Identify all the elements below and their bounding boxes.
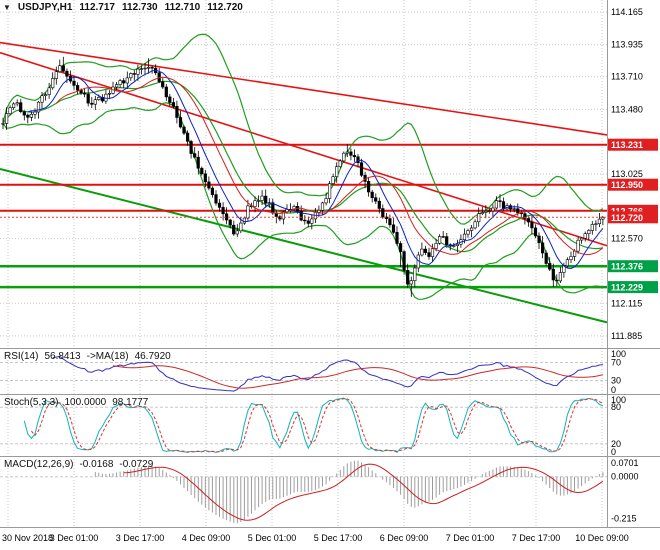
rsi-scale-label: 30 bbox=[611, 376, 621, 386]
rsi-line bbox=[52, 355, 603, 392]
time-axis-label: 6 Dec 09:00 bbox=[380, 533, 429, 543]
trend-lines-layer bbox=[0, 41, 608, 324]
time-axis-label: 7 Dec 01:00 bbox=[446, 533, 495, 543]
price-axis-label: 112.229 bbox=[611, 283, 643, 293]
stoch-scale-label: 0 bbox=[611, 447, 616, 457]
price-level-badge-green bbox=[608, 260, 658, 273]
macd-scale-label: 0.0000 bbox=[611, 472, 639, 482]
price-axis-label: 114.165 bbox=[611, 7, 643, 17]
rsi-ma-name: ->MA(18) bbox=[86, 351, 129, 362]
ohlc-close: 112.720 bbox=[207, 2, 243, 13]
price-axis-label: 113.935 bbox=[611, 40, 643, 50]
macd-signal: -0.0729 bbox=[119, 459, 154, 470]
panel-separators bbox=[0, 0, 660, 528]
red-trend-line bbox=[0, 41, 608, 136]
price-axis-label: 113.025 bbox=[611, 169, 643, 179]
price-axis-label: 111.885 bbox=[611, 331, 642, 341]
stoch-scale-label: 80 bbox=[611, 402, 621, 412]
symbol-period-label: USDJPY,H1 bbox=[17, 2, 73, 13]
rsi-scale-label: 0 bbox=[611, 385, 616, 395]
rsi-label: RSI(14) 56.8413 ->MA(18) 46.7920 bbox=[4, 351, 171, 362]
time-axis-label: 4 Dec 09:00 bbox=[182, 533, 231, 543]
macd-panel-layer bbox=[0, 460, 607, 524]
time-axis-label: 3 Dec 01:00 bbox=[50, 533, 99, 543]
stoch-name: Stoch(5,3,3) bbox=[4, 397, 59, 408]
rsi-ma-line bbox=[112, 365, 604, 389]
macd-signal-line bbox=[123, 463, 604, 521]
time-axis-label: 5 Dec 01:00 bbox=[248, 533, 297, 543]
rsi-name: RSI(14) bbox=[4, 351, 39, 362]
macd-label: MACD(12,26,9) -0.0168 -0.0729 bbox=[4, 459, 153, 470]
price-axis-label: 112.376 bbox=[611, 262, 643, 272]
green-trend-line bbox=[0, 168, 608, 324]
price-axis-label: 113.231 bbox=[611, 140, 643, 150]
stoch-k-line bbox=[23, 397, 604, 454]
macd-scale-label: -0.215 bbox=[611, 514, 637, 524]
symbol-dropdown-icon[interactable]: ▼ bbox=[3, 3, 11, 12]
price-axis-label: 112.950 bbox=[611, 180, 643, 190]
time-axis-label: 5 Dec 17:00 bbox=[314, 533, 363, 543]
support-resistance-layer bbox=[0, 143, 607, 289]
red-trend-line bbox=[0, 51, 608, 247]
stoch-scale-label: 20 bbox=[611, 439, 621, 449]
bollinger-bands-layer bbox=[2, 33, 604, 300]
price-axis-label: 113.480 bbox=[611, 104, 643, 114]
price-axis-label: 112.570 bbox=[611, 234, 643, 244]
stoch-panel-layer bbox=[0, 397, 607, 454]
ohlc-open: 112.717 bbox=[79, 2, 115, 13]
price-axis-label: 113.710 bbox=[611, 72, 643, 82]
macd-name: MACD(12,26,9) bbox=[4, 459, 74, 470]
price-axis[interactable]: 114.165 113.935 113.710 113.480 113.231 113.0… bbox=[608, 7, 658, 524]
price-axis-label: 112.115 bbox=[611, 298, 642, 308]
time-axis-label: 3 Dec 17:00 bbox=[116, 533, 165, 543]
ma-fast-line bbox=[27, 69, 604, 270]
rsi-scale-label: 100 bbox=[611, 349, 626, 359]
time-axis-label: 7 Dec 17:00 bbox=[512, 533, 561, 543]
ohlc-high: 112.730 bbox=[122, 2, 158, 13]
stoch-d-line bbox=[31, 398, 604, 453]
price-level-badge-green bbox=[608, 281, 658, 294]
chart-header: ▼ USDJPY,H1 112.717 112.730 112.710 112.… bbox=[3, 2, 243, 13]
rsi-panel-layer bbox=[0, 355, 607, 392]
macd-value: -0.0168 bbox=[79, 459, 114, 470]
stoch-scale-label: 100 bbox=[611, 395, 626, 405]
stoch-value: 100.0000 bbox=[64, 397, 107, 408]
price-axis-label: 112.720 bbox=[611, 213, 643, 223]
macd-scale-label: 0.0701 bbox=[611, 458, 639, 468]
time-axis-label: 10 Dec 09:00 bbox=[575, 533, 629, 543]
rsi-ma-value: 46.7920 bbox=[134, 351, 171, 362]
price-level-badge-red bbox=[608, 178, 658, 191]
stoch-label: Stoch(5,3,3) 100.0000 98.1777 bbox=[4, 397, 148, 408]
price-level-badge-red bbox=[608, 211, 658, 224]
price-level-badge-red bbox=[608, 138, 658, 151]
ohlc-low: 112.710 bbox=[164, 2, 201, 13]
time-axis-label: 30 Nov 2018 bbox=[2, 533, 53, 543]
rsi-value: 56.8413 bbox=[44, 351, 81, 362]
stoch-signal: 98.1777 bbox=[112, 397, 149, 408]
ma-slow-line bbox=[55, 76, 604, 256]
rsi-scale-label: 70 bbox=[611, 358, 621, 368]
